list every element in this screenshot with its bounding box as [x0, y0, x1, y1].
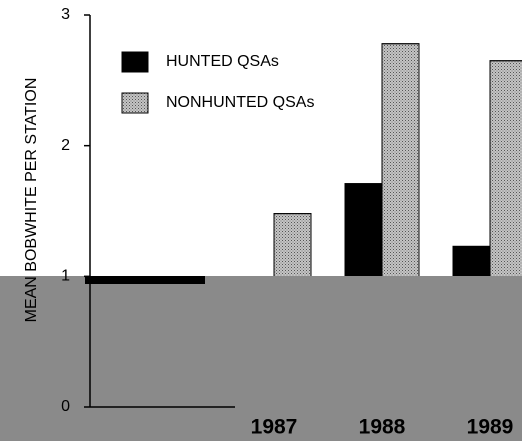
- legend-label: NONHUNTED QSAs: [166, 94, 314, 111]
- scan-artifact: [85, 276, 205, 284]
- legend-label: HUNTED QSAs: [166, 53, 279, 70]
- x-tick-label: 1988: [359, 416, 406, 439]
- y-tick-label: 2: [61, 137, 70, 154]
- y-axis-label: MEAN BOBWHITE PER STATION: [23, 78, 40, 323]
- axes: 0 1 2 3 1987 1988 1989 HUNTED QSAs NONHUNTED QSA…: [61, 6, 513, 438]
- y-tick-label: 3: [61, 6, 70, 23]
- y-tick-label: 0: [61, 398, 70, 415]
- x-tick-label: 1989: [467, 416, 514, 439]
- legend-swatch: [121, 51, 149, 73]
- x-tick-label: 1987: [251, 416, 298, 439]
- scan-overlay: [0, 276, 522, 441]
- legend-swatch-texture: [121, 92, 149, 114]
- y-tick-label: 1: [61, 268, 70, 285]
